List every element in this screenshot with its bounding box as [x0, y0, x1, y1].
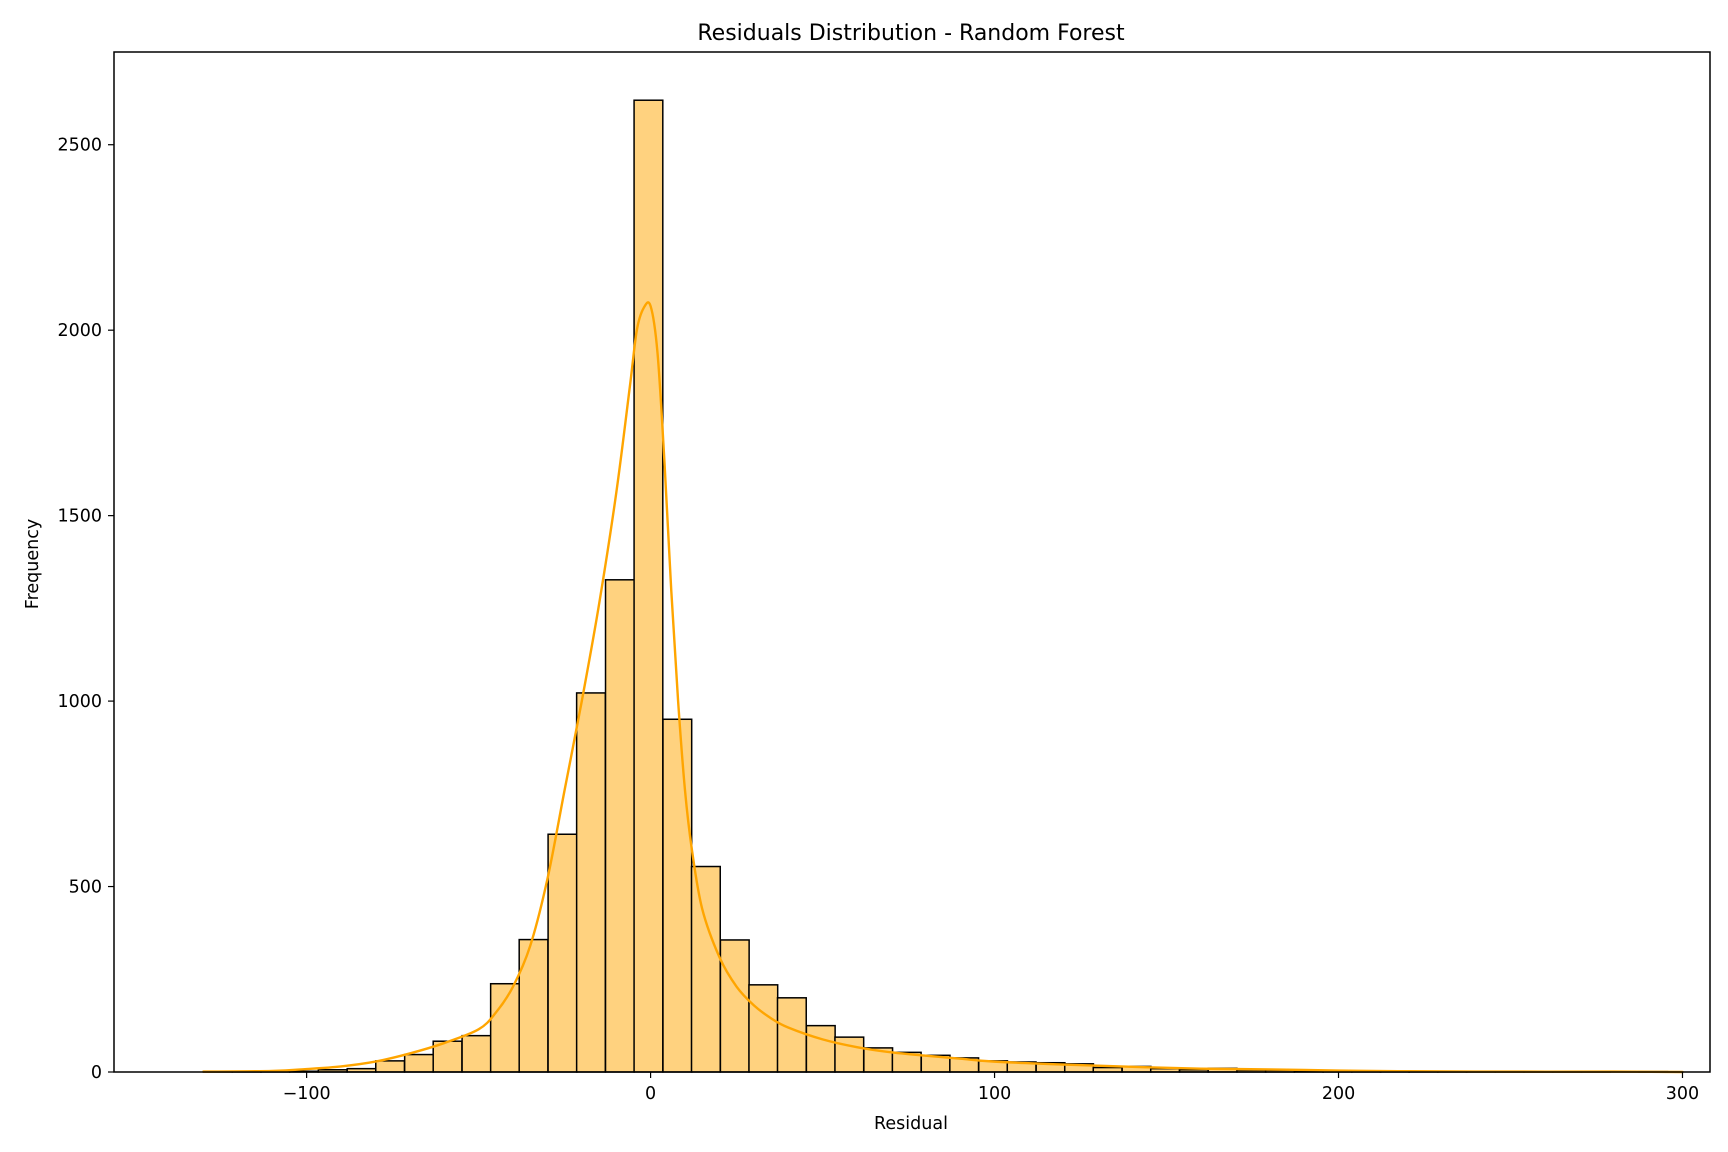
histogram-bar-17: [690, 865, 721, 1073]
histogram-bar-13: [575, 692, 607, 1073]
histogram-bar-9: [461, 1034, 492, 1073]
x-tick-label-2: 100: [978, 1084, 1011, 1104]
x-axis-ticks: −100 0 100 200 300: [283, 1072, 1699, 1104]
y-tick-label-3: 1500: [57, 507, 102, 527]
kde-curve: [202, 301, 1684, 1074]
x-tick-label-1: 0: [645, 1084, 656, 1104]
histogram-bar-19: [748, 984, 779, 1073]
histogram-bar-6: [375, 1060, 406, 1073]
histogram-bar-10: [489, 982, 521, 1073]
y-axis-ticks: 0 500 1000 1500 2000 2500: [57, 136, 114, 1083]
histogram-bar-11: [518, 938, 549, 1073]
y-tick-label-4: 2000: [57, 321, 102, 341]
x-axis-label: Residual: [874, 1114, 948, 1134]
histogram-bar-14: [604, 579, 635, 1073]
y-axis-label: Frequency: [23, 519, 43, 609]
plot-area-frame: [113, 51, 1711, 1073]
histogram-bar-12: [547, 833, 578, 1073]
histogram-bar-7: [403, 1053, 435, 1073]
y-tick-label-2: 1000: [57, 692, 102, 712]
histogram-bar-21: [805, 1024, 836, 1073]
y-tick-label-1: 500: [69, 878, 102, 898]
y-tick-label-5: 2500: [57, 136, 102, 156]
histogram-bar-20: [776, 997, 807, 1073]
kde-curve-group: [202, 301, 1684, 1074]
x-tick-label-4: 300: [1666, 1084, 1699, 1104]
x-tick-label-0: −100: [283, 1084, 331, 1104]
histogram-bar-16: [662, 718, 693, 1073]
y-tick-label-0: 0: [91, 1063, 102, 1083]
chart-title: Residuals Distribution - Random Forest: [697, 21, 1125, 46]
histogram-bars: [202, 99, 1669, 1073]
histogram-bar-15: [633, 99, 664, 1073]
x-tick-label-3: 200: [1322, 1084, 1355, 1104]
histogram-bar-18: [719, 939, 750, 1073]
